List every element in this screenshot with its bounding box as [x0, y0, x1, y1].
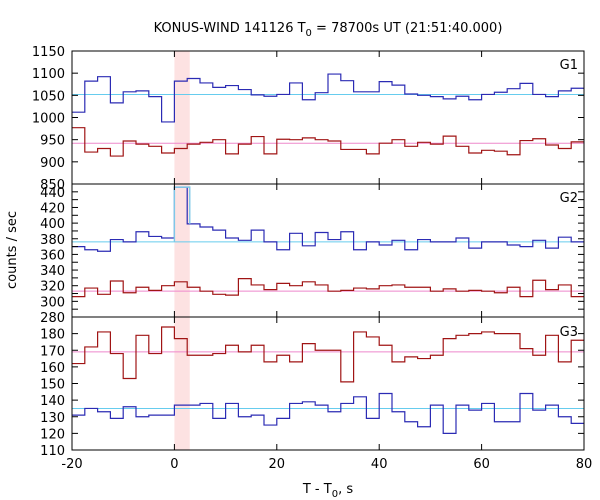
g2-ytick-label: 320 — [40, 280, 65, 295]
g1-ytick-label: 1100 — [32, 67, 65, 82]
g1-series-blue — [72, 73, 584, 123]
panel-label-g2: G2 — [560, 191, 578, 206]
highlight-layer — [174, 51, 190, 450]
g1-ytick-label: 1050 — [32, 89, 65, 104]
frame-layer — [71, 50, 585, 451]
g3-ytick-label: 110 — [40, 444, 65, 459]
g2-ytick-label: 280 — [40, 311, 65, 326]
tick-layer: 8509009501000105011001150280300320340360… — [32, 45, 592, 472]
g1-ytick-label: 850 — [40, 178, 65, 193]
g3-ytick-label: 170 — [40, 344, 65, 359]
highlight-interval — [174, 51, 190, 450]
xtick-label: 60 — [473, 457, 490, 472]
chart-title: KONUS-WIND 141126 T0 = 78700s UT (21:51:… — [154, 21, 503, 39]
g1-ytick-label: 1000 — [32, 112, 65, 127]
g1-ytick-label: 900 — [40, 156, 65, 171]
xtick-label: 20 — [269, 457, 286, 472]
g3-ytick-label: 160 — [40, 361, 65, 376]
y-axis-label: counts / sec — [5, 211, 20, 289]
g2-series-red — [72, 278, 584, 298]
g3-ytick-label: 180 — [40, 328, 65, 343]
panel-label-g1: G1 — [560, 58, 578, 73]
g1-series-red — [72, 127, 584, 157]
g3-ytick-label: 130 — [40, 411, 65, 426]
g3-ytick-label: 140 — [40, 394, 65, 409]
g2-highlight-bin — [173, 186, 191, 242]
series-layer — [72, 73, 584, 434]
g1-ytick-label: 1150 — [32, 45, 65, 60]
g2-ytick-label: 380 — [40, 233, 65, 248]
g1-frame — [71, 50, 585, 185]
g2-ytick-label: 360 — [40, 248, 65, 263]
g2-ytick-label: 300 — [40, 295, 65, 310]
g3-series-red — [72, 326, 584, 383]
g2-ytick-label: 440 — [40, 186, 65, 201]
g3-ytick-label: 120 — [40, 427, 65, 442]
g2-ytick-label: 400 — [40, 217, 65, 232]
g3-series-blue — [72, 392, 584, 434]
xtick-label: 0 — [170, 457, 178, 472]
xtick-label: 80 — [576, 457, 593, 472]
g2-ytick-label: 420 — [40, 201, 65, 216]
panel-label-g3: G3 — [560, 325, 578, 340]
g3-ytick-label: 150 — [40, 378, 65, 393]
g2-ytick-label: 340 — [40, 264, 65, 279]
xtick-label: 40 — [371, 457, 388, 472]
g2-series-blue — [72, 186, 584, 252]
g1-ytick-label: 950 — [40, 134, 65, 149]
g2-frame — [71, 183, 585, 318]
xtick-label: -20 — [61, 457, 82, 472]
x-axis-label: T - T0, s — [302, 482, 353, 500]
